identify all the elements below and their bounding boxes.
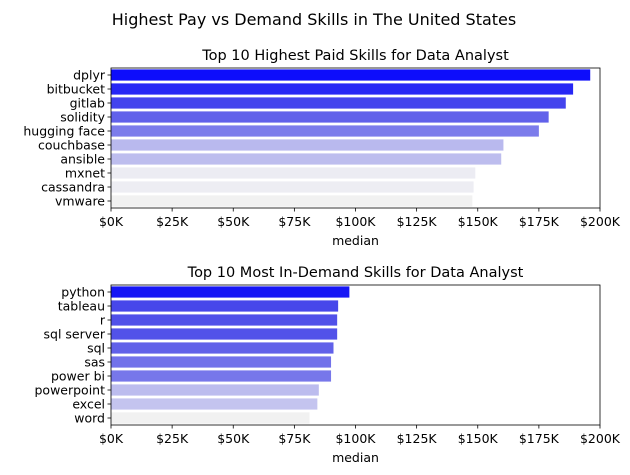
x-tick-label: $75K (278, 431, 311, 446)
x-tick-label: $200K (580, 214, 621, 229)
category-label: mxnet (65, 166, 105, 181)
x-tick-label: $100K (335, 214, 376, 229)
bar-mxnet (111, 167, 476, 179)
chart-title: Top 10 Highest Paid Skills for Data Anal… (201, 48, 509, 64)
x-tick-label: $0K (99, 214, 124, 229)
bar-bitbucket (111, 83, 574, 95)
chart-title: Top 10 Most In-Demand Skills for Data An… (187, 265, 524, 281)
x-tick-label: $25K (156, 214, 189, 229)
bar-r (111, 314, 338, 326)
category-label: power bi (51, 369, 105, 384)
bar-sql-server (111, 328, 338, 340)
x-tick-label: $175K (519, 431, 560, 446)
bar-gitlab (111, 97, 566, 109)
x-tick-label: $25K (156, 431, 189, 446)
x-tick-label: $125K (397, 214, 438, 229)
category-label: powerpoint (34, 383, 105, 398)
category-label: dplyr (73, 68, 106, 83)
x-tick-label: $125K (397, 431, 438, 446)
category-label: excel (72, 397, 105, 412)
bar-solidity (111, 111, 549, 123)
bar-excel (111, 398, 318, 410)
figure-suptitle: Highest Pay vs Demand Skills in The Unit… (112, 10, 516, 29)
x-tick-label: $175K (519, 214, 560, 229)
x-tick-label: $200K (580, 431, 621, 446)
x-tick-label: $150K (458, 431, 499, 446)
category-label: sql (87, 341, 105, 356)
x-axis-label: median (332, 233, 379, 248)
bar-couchbase (111, 139, 504, 151)
x-tick-label: $75K (278, 214, 311, 229)
bar-tableau (111, 300, 339, 312)
category-label: solidity (60, 110, 105, 125)
category-label: couchbase (38, 138, 105, 153)
category-label: python (61, 285, 105, 300)
category-label: cassandra (41, 180, 105, 195)
x-tick-label: $150K (458, 214, 499, 229)
bar-ansible (111, 153, 502, 165)
category-label: gitlab (70, 96, 105, 111)
category-label: bitbucket (47, 82, 106, 97)
category-label: vmware (55, 194, 105, 209)
bar-sas (111, 356, 332, 368)
bar-cassandra (111, 181, 474, 193)
x-tick-label: $0K (99, 431, 124, 446)
x-axis-label: median (332, 450, 379, 465)
category-label: hugging face (23, 124, 105, 139)
x-tick-label: $100K (335, 431, 376, 446)
category-label: sql server (44, 327, 106, 342)
bar-hugging-face (111, 125, 539, 137)
bar-vmware (111, 195, 473, 207)
bar-sql (111, 342, 334, 354)
bar-dplyr (111, 69, 591, 81)
x-tick-label: $50K (217, 431, 250, 446)
bar-word (111, 412, 310, 424)
bar-power-bi (111, 370, 332, 382)
category-label: sas (84, 355, 105, 370)
category-label: ansible (60, 152, 105, 167)
category-label: tableau (58, 299, 105, 314)
bar-powerpoint (111, 384, 319, 396)
bar-python (111, 286, 350, 298)
x-tick-label: $50K (217, 214, 250, 229)
category-label: r (100, 313, 106, 328)
category-label: word (74, 411, 105, 426)
